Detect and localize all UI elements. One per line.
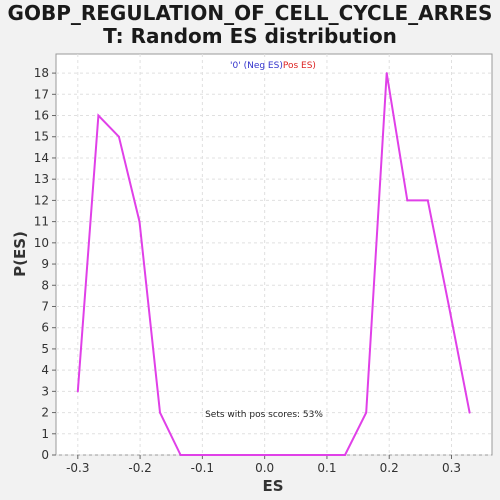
data-point: [448, 305, 451, 308]
y-tick-label: 1: [41, 427, 49, 441]
grid-lines: [56, 54, 492, 456]
y-tick-label: 7: [41, 299, 49, 313]
y-tick-label: 17: [34, 87, 49, 101]
data-point: [261, 454, 264, 456]
data-point: [385, 72, 388, 75]
x-axis-label: ES: [262, 477, 283, 495]
x-tick-label: 0.3: [442, 461, 461, 475]
x-tick-label: 0.2: [380, 461, 399, 475]
data-point: [426, 199, 429, 202]
chart-title: GOBP_REGULATION_OF_CELL_CYCLE_ARRES T: R…: [0, 2, 500, 48]
data-point: [365, 411, 368, 414]
title-line-1: GOBP_REGULATION_OF_CELL_CYCLE_ARRES: [7, 1, 493, 25]
data-point: [159, 411, 162, 414]
data-point: [97, 114, 100, 117]
y-tick-label: 6: [41, 321, 49, 335]
legend-neg-label: '0' (Neg ES): [230, 61, 283, 71]
data-point: [76, 390, 79, 393]
plot-area: [55, 53, 493, 456]
y-tick-label: 16: [34, 109, 49, 123]
data-point: [200, 454, 203, 456]
y-tick-label: 11: [34, 215, 49, 229]
y-tick-label: 18: [34, 66, 49, 80]
y-tick-label: 4: [41, 363, 49, 377]
y-tick-label: 9: [41, 257, 49, 271]
legend: '0' (Neg ES)Pos ES): [230, 61, 316, 71]
y-tick-label: 10: [34, 236, 49, 250]
y-tick-label: 12: [34, 193, 49, 207]
y-tick-label: 14: [34, 151, 49, 165]
data-point: [179, 454, 182, 456]
x-tick-label: 0.1: [317, 461, 336, 475]
data-point: [117, 135, 120, 138]
legend-pos-label: Pos ES): [283, 61, 316, 71]
pos-scores-annotation: Sets with pos scores: 53%: [205, 410, 323, 420]
y-tick-label: 3: [41, 384, 49, 398]
title-line-2: T: Random ES distribution: [103, 24, 397, 48]
data-point: [302, 454, 305, 456]
x-tick-label: -0.2: [128, 461, 151, 475]
x-tick-label: -0.1: [191, 461, 214, 475]
y-axis-label: P(ES): [11, 231, 29, 277]
es-series-points: [76, 72, 471, 456]
data-point: [241, 454, 244, 456]
x-tick-label: -0.3: [66, 461, 89, 475]
data-point: [220, 454, 223, 456]
data-point: [468, 411, 471, 414]
y-tick-label: 13: [34, 172, 49, 186]
data-point: [406, 199, 409, 202]
data-point: [344, 454, 347, 456]
es-series-line: [76, 72, 471, 456]
data-point: [282, 454, 285, 456]
y-tick-label: 5: [41, 342, 49, 356]
y-tick-label: 15: [34, 130, 49, 144]
y-tick-label: 0: [41, 448, 49, 462]
y-tick-label: 8: [41, 278, 49, 292]
x-tick-label: 0.0: [255, 461, 274, 475]
x-axis: -0.3 -0.2 -0.1 0.0 0.1 0.2 0.3: [66, 455, 461, 475]
y-tick-label: 2: [41, 406, 49, 420]
data-point: [138, 220, 141, 223]
data-point: [323, 454, 326, 456]
